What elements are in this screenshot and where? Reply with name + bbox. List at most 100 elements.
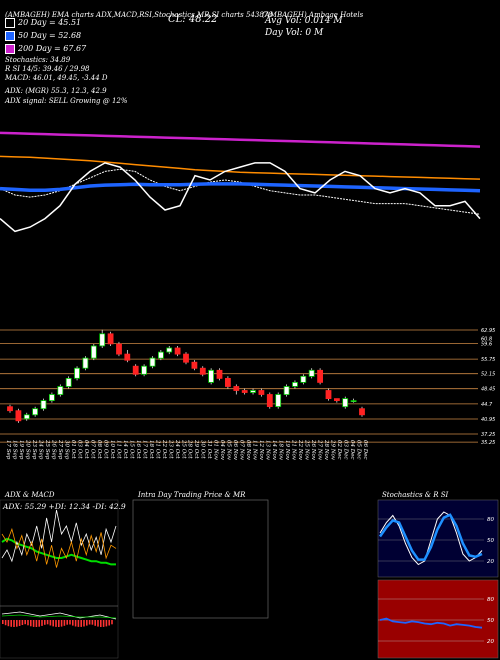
date-label: 28 Nov bbox=[323, 439, 329, 461]
candle-body bbox=[166, 347, 173, 353]
rsi-line bbox=[379, 617, 483, 629]
candle-body bbox=[23, 414, 30, 420]
candle-body bbox=[359, 408, 365, 416]
date-label: 04 Dec bbox=[349, 440, 355, 460]
candle-body bbox=[90, 345, 97, 359]
macd-histogram-bar bbox=[27, 620, 29, 626]
price-level-label: 52.15 bbox=[481, 372, 495, 378]
macd-histogram-bar bbox=[108, 620, 110, 626]
candle-body bbox=[292, 381, 298, 387]
candle-body bbox=[342, 398, 349, 408]
date-label: 05 Dec bbox=[356, 440, 362, 460]
date-label: 18 Sep bbox=[12, 440, 18, 460]
date-label: 12 Nov bbox=[258, 440, 264, 461]
ema50-line bbox=[0, 182, 481, 193]
date-label: 03 Oct bbox=[76, 440, 82, 459]
adx-value-readout: ADX: 55.29 +DI: 12.34 -DI: 42.9 bbox=[2, 502, 126, 511]
candle-body bbox=[141, 365, 148, 375]
macd-histogram-bar bbox=[18, 620, 21, 626]
macd-histogram-bar bbox=[41, 620, 43, 626]
price-level-label: 40.95 bbox=[481, 417, 495, 423]
close-price: CL: 48.22 bbox=[168, 14, 218, 25]
candle-body bbox=[99, 333, 106, 347]
candle-body bbox=[15, 410, 22, 422]
ema200-swatch bbox=[5, 44, 15, 54]
date-label: 07 Oct bbox=[89, 440, 95, 459]
macd-histogram-bar bbox=[66, 620, 68, 625]
ema50-legend: 50 Day = 52.68 bbox=[5, 31, 81, 41]
candle-body bbox=[149, 357, 156, 367]
macd-histogram-bar bbox=[74, 620, 77, 627]
date-label: 21 Oct bbox=[154, 439, 160, 459]
date-label: 25 Nov bbox=[304, 439, 310, 461]
rsi-tick-label: 20 bbox=[487, 639, 494, 645]
date-label: 15 Oct bbox=[128, 440, 134, 459]
date-label: 10 Oct bbox=[109, 440, 115, 459]
price-level-label: 35.25 bbox=[481, 440, 495, 446]
macd-histogram-bar bbox=[44, 620, 46, 625]
date-label: 23 Oct bbox=[167, 439, 173, 459]
date-label: 06 Nov bbox=[232, 440, 238, 461]
ema20-line bbox=[0, 168, 481, 215]
ema20-legend: 20 Day = 45.51 bbox=[5, 18, 81, 28]
date-label: 09 Oct bbox=[102, 440, 108, 459]
adx-readout: ADX: (MGR) 55.3, 12.3, 42.9 bbox=[5, 87, 107, 95]
date-label: 11 Nov bbox=[252, 440, 258, 461]
candle-body bbox=[258, 390, 265, 395]
ema100-line bbox=[0, 155, 481, 180]
macd-histogram-bar bbox=[24, 620, 26, 625]
candle-body bbox=[116, 343, 122, 355]
date-label: 30 Sep bbox=[63, 440, 69, 460]
date-label: 11 Oct bbox=[115, 440, 121, 459]
candle-body bbox=[300, 375, 307, 383]
macd-histogram-bar bbox=[72, 620, 74, 626]
macd-histogram-bar bbox=[94, 620, 96, 626]
rsi-tick-label: 50 bbox=[487, 618, 494, 624]
date-label: 16 Oct bbox=[135, 440, 141, 459]
date-label: 19 Sep bbox=[18, 440, 24, 460]
adx-line bbox=[1, 537, 116, 566]
stochastics-readout: Stochastics: 34.89 bbox=[5, 56, 71, 64]
macd-histogram-bar bbox=[91, 620, 94, 625]
ema50-swatch bbox=[5, 31, 15, 41]
candle-body bbox=[65, 377, 72, 387]
macd-histogram-bar bbox=[102, 620, 105, 627]
macd-histogram-bar bbox=[105, 620, 108, 627]
candle-body bbox=[333, 398, 340, 402]
header-top-line: (AMBAGEH) EMA charts ADX,MACD,RSI,Stocha… bbox=[5, 11, 273, 19]
macd-histogram-bar bbox=[100, 620, 102, 627]
macd-histogram-bar bbox=[4, 620, 7, 626]
candle-body bbox=[283, 386, 290, 396]
price-level-label: 59.6 bbox=[481, 342, 492, 348]
price-level-label: 62.95 bbox=[481, 328, 495, 334]
date-label: 23 Sep bbox=[31, 439, 37, 460]
date-label: 31 Oct bbox=[206, 440, 212, 459]
macd-histogram-bar bbox=[13, 620, 15, 627]
date-label: 29 Nov bbox=[330, 439, 336, 461]
macd-readout: MACD: 46.01, 49.45, -3.44 D bbox=[5, 74, 108, 82]
date-label: 01 Oct bbox=[70, 440, 76, 459]
candle-body bbox=[241, 390, 248, 393]
candle-body bbox=[32, 408, 38, 416]
candle-body bbox=[40, 400, 47, 410]
date-label: 25 Oct bbox=[180, 439, 186, 459]
macd-histogram-bar bbox=[60, 620, 63, 627]
macd-line bbox=[1, 611, 117, 620]
rsi-tick-label: 80 bbox=[487, 597, 494, 603]
macd-histogram-bar bbox=[97, 620, 99, 627]
macd-histogram-bar bbox=[88, 620, 91, 625]
main-chart: 62.95 60.859.6 55.75 52.15 48.45 44.7 40.95 37.… bbox=[0, 131, 495, 461]
macd-histogram-bar bbox=[2, 620, 4, 624]
date-label: 27 Nov bbox=[317, 439, 323, 461]
date-label: 19 Nov bbox=[284, 440, 290, 461]
candle-body bbox=[308, 369, 315, 377]
date-label: 01 Nov bbox=[213, 440, 219, 461]
candle-body bbox=[275, 394, 282, 408]
date-label: 18 Oct bbox=[148, 440, 154, 459]
candle-body bbox=[183, 353, 189, 363]
candle-body bbox=[132, 365, 139, 375]
candle-body bbox=[191, 361, 198, 369]
candle-body bbox=[107, 333, 114, 345]
adx-panel-frame bbox=[0, 499, 119, 659]
macd-histogram-bar bbox=[10, 620, 12, 627]
